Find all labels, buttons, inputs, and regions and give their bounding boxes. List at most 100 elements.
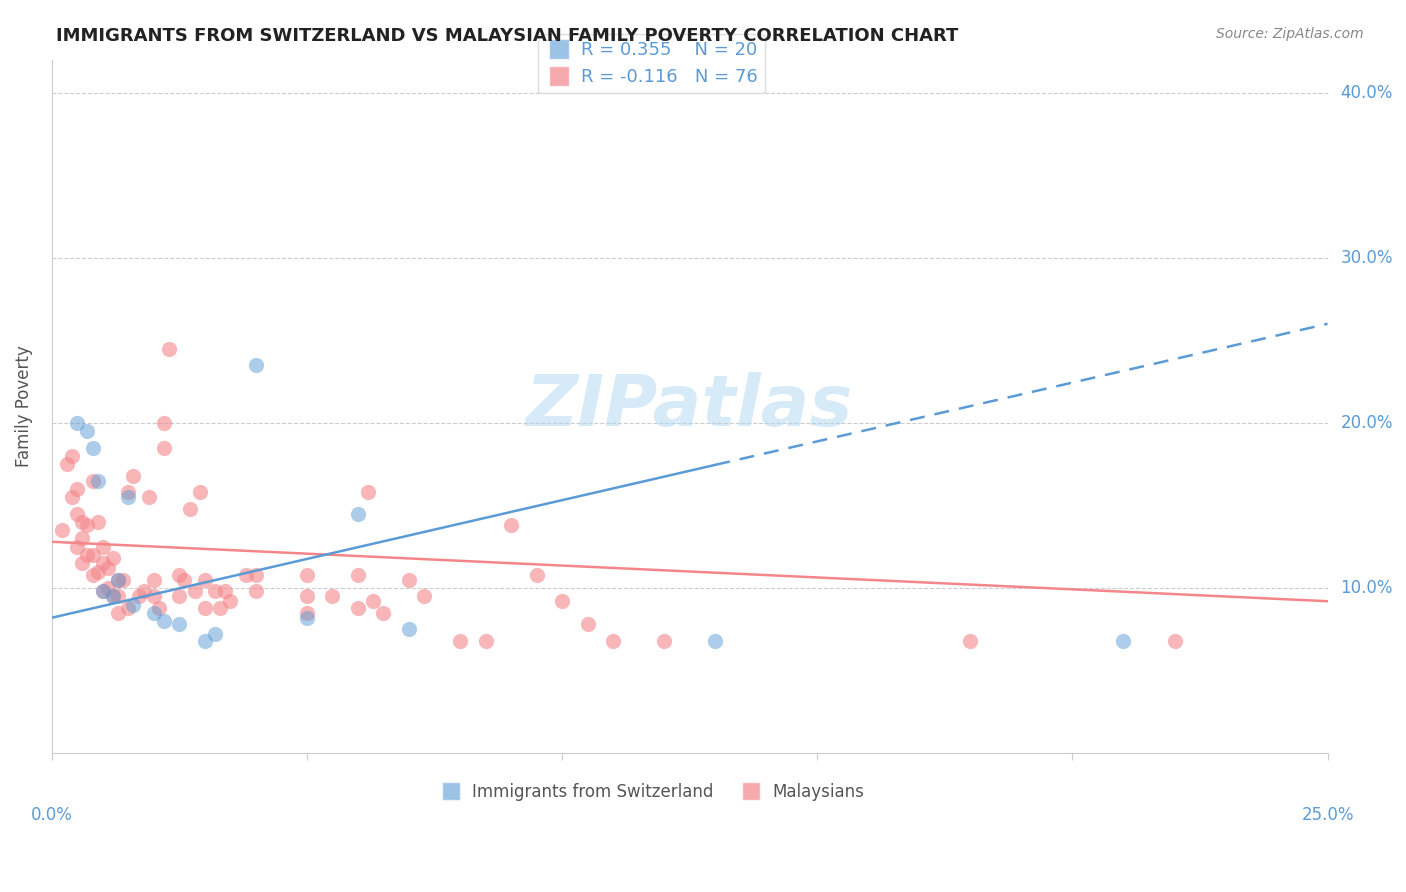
Point (1112, 633, 1135, 648)
Point (66, 540, 89, 554)
Point (204, 627, 226, 641)
Point (526, 567, 548, 582)
Point (499, 518, 522, 533)
Point (72, 515, 94, 529)
Point (86, 474, 108, 488)
Point (321, 589, 343, 603)
Point (1163, 633, 1185, 648)
Point (76, 424, 98, 438)
Point (173, 573, 195, 587)
Point (295, 611, 318, 625)
Point (132, 584, 155, 599)
Point (183, 584, 205, 599)
Point (142, 606, 165, 620)
Y-axis label: Family Poverty: Family Poverty (15, 345, 32, 467)
Text: Source: ZipAtlas.com: Source: ZipAtlas.com (1216, 27, 1364, 41)
Point (76, 518, 98, 533)
Point (398, 622, 420, 636)
Point (72, 532, 94, 546)
Point (245, 358, 267, 372)
Point (194, 573, 217, 587)
Point (169, 589, 191, 603)
Point (347, 600, 370, 615)
Point (153, 441, 176, 455)
Point (97, 581, 120, 595)
Point (347, 507, 370, 521)
Text: ZIPatlas: ZIPatlas (526, 372, 853, 441)
Point (66, 507, 89, 521)
Text: 40.0%: 40.0% (1340, 84, 1393, 102)
Point (142, 573, 165, 587)
Text: IMMIGRANTS FROM SWITZERLAND VS MALAYSIAN FAMILY POVERTY CORRELATION CHART: IMMIGRANTS FROM SWITZERLAND VS MALAYSIAN… (56, 27, 959, 45)
Point (179, 501, 201, 516)
Point (66, 482, 89, 496)
Point (295, 606, 318, 620)
Text: 20.0%: 20.0% (1340, 414, 1393, 432)
Point (91, 540, 114, 554)
Point (347, 567, 370, 582)
Text: 25.0%: 25.0% (1302, 806, 1354, 824)
Point (60, 490, 83, 504)
Point (138, 490, 160, 504)
Point (97, 561, 120, 575)
Point (107, 589, 129, 603)
Text: 30.0%: 30.0% (1340, 249, 1393, 267)
Point (60, 449, 83, 463)
Point (72, 556, 94, 570)
Point (142, 589, 165, 603)
Point (373, 606, 395, 620)
Point (188, 485, 211, 500)
Text: 0.0%: 0.0% (31, 806, 73, 824)
Point (357, 485, 380, 500)
Point (295, 567, 318, 582)
Point (361, 594, 384, 608)
Point (91, 556, 114, 570)
Point (169, 567, 191, 582)
Point (86, 515, 108, 529)
Point (107, 573, 129, 587)
Point (101, 589, 124, 603)
Point (245, 584, 267, 599)
Point (91, 584, 114, 599)
Point (194, 633, 217, 648)
Point (704, 633, 727, 648)
Point (56, 457, 79, 471)
Text: 10.0%: 10.0% (1340, 579, 1393, 597)
Point (91, 584, 114, 599)
Point (51, 523, 73, 537)
Point (214, 584, 236, 599)
Point (235, 567, 257, 582)
Point (128, 589, 150, 603)
Point (148, 600, 170, 615)
Point (245, 567, 267, 582)
Point (398, 573, 420, 587)
Point (219, 594, 242, 608)
Point (153, 416, 176, 430)
Point (107, 606, 129, 620)
Point (66, 416, 89, 430)
Point (82, 441, 104, 455)
Point (82, 567, 104, 582)
Point (122, 468, 145, 483)
Point (86, 565, 108, 579)
Point (194, 600, 217, 615)
Point (474, 633, 496, 648)
Point (652, 633, 675, 648)
Point (101, 589, 124, 603)
Legend: Immigrants from Switzerland, Malaysians: Immigrants from Switzerland, Malaysians (432, 776, 870, 807)
Point (959, 633, 981, 648)
Point (204, 584, 226, 599)
Point (112, 573, 135, 587)
Point (209, 600, 232, 615)
Point (413, 589, 436, 603)
Point (576, 617, 599, 632)
Point (117, 485, 139, 500)
Point (76, 548, 98, 562)
Point (449, 633, 471, 648)
Point (107, 573, 129, 587)
Point (153, 614, 176, 628)
Point (551, 594, 574, 608)
Point (602, 633, 624, 648)
Point (295, 589, 318, 603)
Point (117, 600, 139, 615)
